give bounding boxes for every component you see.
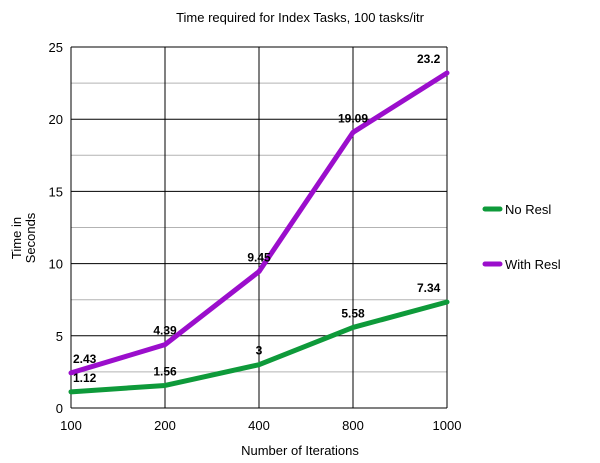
series-line-2 (68, 70, 450, 376)
y-axis-ticks: 0 5 10 15 20 25 (49, 40, 63, 416)
y-tick-label: 15 (49, 184, 63, 199)
data-label: 19.09 (338, 111, 368, 125)
y-tick-label: 20 (49, 112, 63, 127)
data-label: 7.34 (417, 281, 441, 295)
data-label: 3 (256, 344, 263, 358)
data-label: 2.43 (73, 352, 97, 366)
legend-label: No Resl (505, 202, 551, 217)
y-tick-label: 5 (56, 329, 63, 344)
data-label: 9.45 (247, 251, 271, 265)
data-label: 1.56 (153, 364, 177, 378)
y-axis-label: Time in Seconds (9, 212, 38, 263)
chart-title: Time required for Index Tasks, 100 tasks… (176, 10, 424, 25)
y-tick-label: 25 (49, 40, 63, 55)
x-axis-label: Number of Iterations (241, 443, 359, 458)
legend-label: With Resl (505, 257, 561, 272)
legend: No Resl With Resl (482, 202, 561, 272)
data-label: 4.39 (153, 324, 177, 338)
y-tick-label: 0 (56, 401, 63, 416)
data-label: 23.2 (417, 52, 441, 66)
data-labels: 1.12 1.56 3 5.58 7.34 2.43 4.39 9.45 19.09 23.2 (73, 52, 441, 385)
x-tick-label: 200 (154, 418, 176, 433)
y-axis-label-line-1: Time in (9, 217, 24, 259)
x-tick-label: 400 (248, 418, 270, 433)
x-tick-label: 100 (60, 418, 82, 433)
x-tick-label: 1000 (433, 418, 462, 433)
y-tick-label: 10 (49, 257, 63, 272)
data-label: 1.12 (73, 371, 97, 385)
y-axis-label-line-2: Seconds (23, 212, 38, 263)
series-lines (68, 70, 450, 395)
data-label: 5.58 (341, 306, 365, 320)
series-line-1 (68, 299, 450, 395)
grid (70, 46, 448, 409)
x-tick-label: 800 (342, 418, 364, 433)
x-axis-ticks: 100 200 400 800 1000 (60, 418, 461, 433)
